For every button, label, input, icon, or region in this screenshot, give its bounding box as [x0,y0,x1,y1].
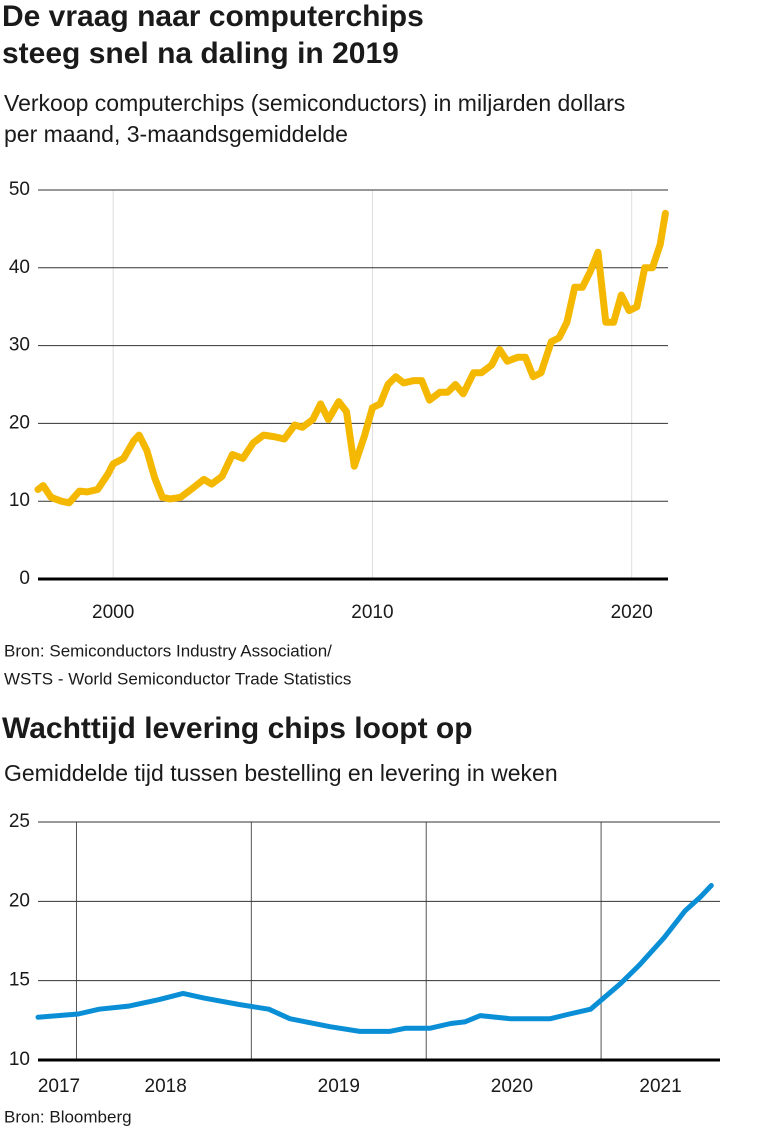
y-tick-label: 0 [19,568,30,589]
source-note: Bron: Bloomberg [4,1107,132,1126]
chart-subtitle: Gemiddelde tijd tussen bestelling en lev… [4,760,558,786]
y-tick-label: 20 [9,890,30,911]
y-tick-label: 10 [9,1049,30,1070]
x-tick-label: 2020 [491,1076,533,1097]
y-tick-label: 15 [9,970,30,991]
chart-subtitle: Verkoop computerchips (semiconductors) i… [4,90,625,116]
x-tick-label: 2019 [318,1076,360,1097]
x-tick-label: 2017 [38,1076,80,1097]
source-note: WSTS - World Semiconductor Trade Statist… [4,669,351,688]
chart-title: De vraag naar computerchips [2,0,424,33]
x-tick-label: 2020 [611,602,653,623]
x-tick-label: 2000 [92,602,134,623]
y-tick-label: 40 [9,257,30,278]
y-tick-label: 30 [9,335,30,356]
chart-subtitle: per maand, 3-maandsgemiddelde [4,121,348,147]
source-note: Bron: Semiconductors Industry Associatio… [4,641,332,660]
data-line [35,883,714,1034]
y-tick-label: 25 [9,811,30,832]
y-tick-label: 50 [9,179,30,200]
y-tick-label: 10 [9,490,30,511]
y-tick-label: 20 [9,412,30,433]
chart-title: steeg snel na daling in 2019 [2,37,399,70]
x-tick-label: 2018 [145,1076,187,1097]
x-tick-label: 2021 [639,1076,681,1097]
x-tick-label: 2010 [351,602,393,623]
data-line [34,209,669,507]
chart-title: Wachttijd levering chips loopt op [2,712,473,745]
